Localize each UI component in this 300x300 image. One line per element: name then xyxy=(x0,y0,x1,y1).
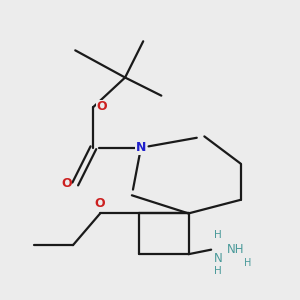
Text: H: H xyxy=(244,258,251,268)
Text: H: H xyxy=(214,230,222,240)
Text: H: H xyxy=(214,266,222,275)
Text: O: O xyxy=(95,197,106,210)
Text: NH: NH xyxy=(227,243,244,256)
Text: N: N xyxy=(136,141,146,154)
Text: N: N xyxy=(214,252,222,265)
Text: O: O xyxy=(62,178,72,190)
Text: O: O xyxy=(96,100,107,113)
